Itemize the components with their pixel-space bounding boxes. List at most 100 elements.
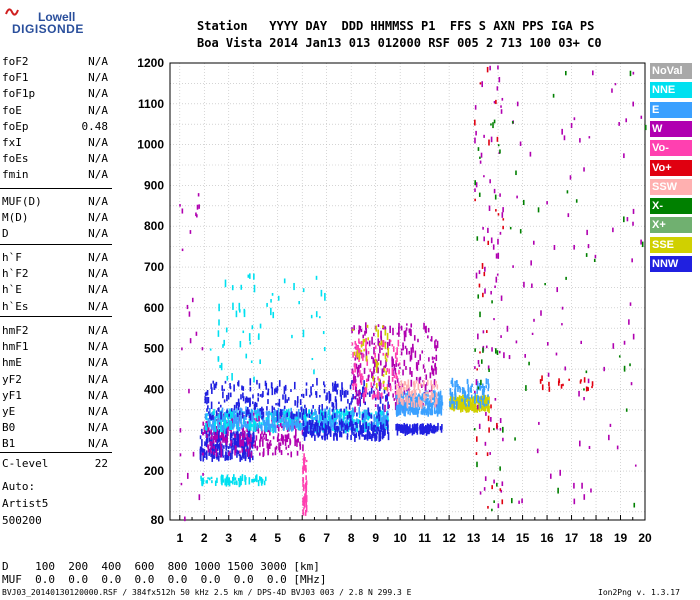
echo-ssw-mark <box>423 380 425 387</box>
echo-w-mark <box>215 448 218 453</box>
echo-w-mark <box>295 440 297 443</box>
echo-w-mark <box>546 201 548 205</box>
echo-e-mark <box>382 409 385 418</box>
echo-e-mark <box>296 420 299 428</box>
echo-nne-mark <box>304 424 306 430</box>
echo-w-mark <box>512 265 514 268</box>
echo-w-mark <box>250 434 252 443</box>
echo-w-mark <box>549 473 552 479</box>
echo-e-mark <box>408 406 410 409</box>
echo-vo-mark <box>366 359 369 366</box>
echo-nnw-mark <box>308 419 311 426</box>
echo-e-mark <box>338 413 341 420</box>
echo-w-mark <box>186 472 189 479</box>
param-value: N/A <box>88 103 108 117</box>
param-row-group4-5: yE N/A <box>2 405 112 421</box>
echo-nne-mark <box>385 426 388 430</box>
echo-w-mark <box>500 489 503 493</box>
echo-nnw-mark <box>309 394 311 398</box>
echo-nnw-mark <box>351 421 353 426</box>
echo-nnw-mark <box>233 439 235 445</box>
echo-nnw-mark <box>202 454 205 462</box>
echo-nnw-mark <box>345 424 348 429</box>
echo-e-mark <box>413 408 415 412</box>
echo-x-mark <box>493 119 496 124</box>
echo-nnw-mark <box>223 388 225 392</box>
echo-nnw-mark <box>379 383 381 391</box>
echo-nnw-mark <box>296 396 299 404</box>
echo-e-mark <box>436 410 439 417</box>
echo-nne-mark <box>304 412 307 421</box>
echo-nne-mark <box>327 409 330 416</box>
echo-nne-mark <box>368 415 370 419</box>
echo-ssw-mark <box>435 398 438 405</box>
echo-nne-mark <box>256 479 258 483</box>
echo-e-mark <box>332 420 335 429</box>
echo-w-mark <box>359 325 362 331</box>
echo-w-mark <box>495 276 498 283</box>
echo-sse-mark <box>384 342 387 350</box>
echo-e-mark <box>451 383 454 387</box>
echo-w-mark <box>242 425 245 432</box>
echo-w-mark <box>373 332 375 337</box>
echo-vo-mark <box>583 377 586 383</box>
echo-nnw-mark <box>354 428 356 432</box>
echo-nnw-mark <box>355 421 357 425</box>
echo-vo-mark <box>487 415 490 422</box>
echo-w-mark <box>262 439 264 447</box>
echo-nne-mark <box>210 476 213 480</box>
echo-ssw-mark <box>411 390 414 395</box>
echo-nne-mark <box>228 477 230 480</box>
echo-sse-mark <box>367 337 369 341</box>
echo-w-mark <box>415 376 418 382</box>
echo-nne-mark <box>211 480 213 484</box>
echo-e-mark <box>379 414 382 420</box>
echo-e-mark <box>255 411 257 415</box>
echo-e-mark <box>404 406 407 411</box>
echo-sse-mark <box>456 402 459 410</box>
echo-nnw-mark <box>201 428 203 434</box>
echo-vo-mark <box>591 381 594 387</box>
echo-nnw-mark <box>377 409 380 417</box>
echo-x-mark <box>496 482 498 487</box>
echo-ssw-mark <box>396 389 398 395</box>
echo-e-mark <box>457 384 459 392</box>
echo-w-mark <box>391 356 393 362</box>
echo-x-mark <box>511 121 514 124</box>
y-tick-label: 700 <box>144 260 164 274</box>
echo-e-mark <box>399 405 401 410</box>
echo-nnw-mark <box>433 425 435 432</box>
param-row-group3-1: h`F2 N/A <box>2 267 112 283</box>
echo-nnw-mark <box>331 414 334 420</box>
echo-w-mark <box>603 366 605 372</box>
echo-nnw-mark <box>351 397 353 403</box>
echo-w-mark <box>487 227 489 233</box>
echo-ssw-mark <box>413 395 416 399</box>
echo-sse-mark <box>372 376 375 382</box>
echo-nnw-mark <box>375 435 378 439</box>
echo-x-mark <box>641 241 644 248</box>
echo-w-mark <box>373 359 376 368</box>
echo-w-mark <box>478 423 481 430</box>
echo-nnw-mark <box>372 430 374 439</box>
echo-w-mark <box>592 70 594 76</box>
echo-w-mark <box>280 449 283 456</box>
echo-e-mark <box>401 407 404 412</box>
echo-nne-mark <box>323 411 325 418</box>
echo-w-mark <box>406 388 408 392</box>
echo-vo-mark <box>502 225 504 230</box>
echo-w-mark <box>360 352 362 355</box>
echo-e-mark <box>358 407 361 415</box>
param-row-group3-3: h`Es N/A <box>2 300 112 316</box>
echo-x-mark <box>477 294 480 299</box>
echo-e-mark <box>414 400 417 404</box>
echo-w-mark <box>477 333 479 340</box>
echo-nnw-mark <box>245 452 247 459</box>
echo-nnw-mark <box>350 401 352 405</box>
echo-nne-mark <box>214 420 216 429</box>
echo-ssw-mark <box>414 389 417 397</box>
echo-e-mark <box>241 424 243 429</box>
echo-sse-mark <box>478 401 480 407</box>
param-value: N/A <box>88 356 108 370</box>
echo-w-mark <box>494 285 496 288</box>
